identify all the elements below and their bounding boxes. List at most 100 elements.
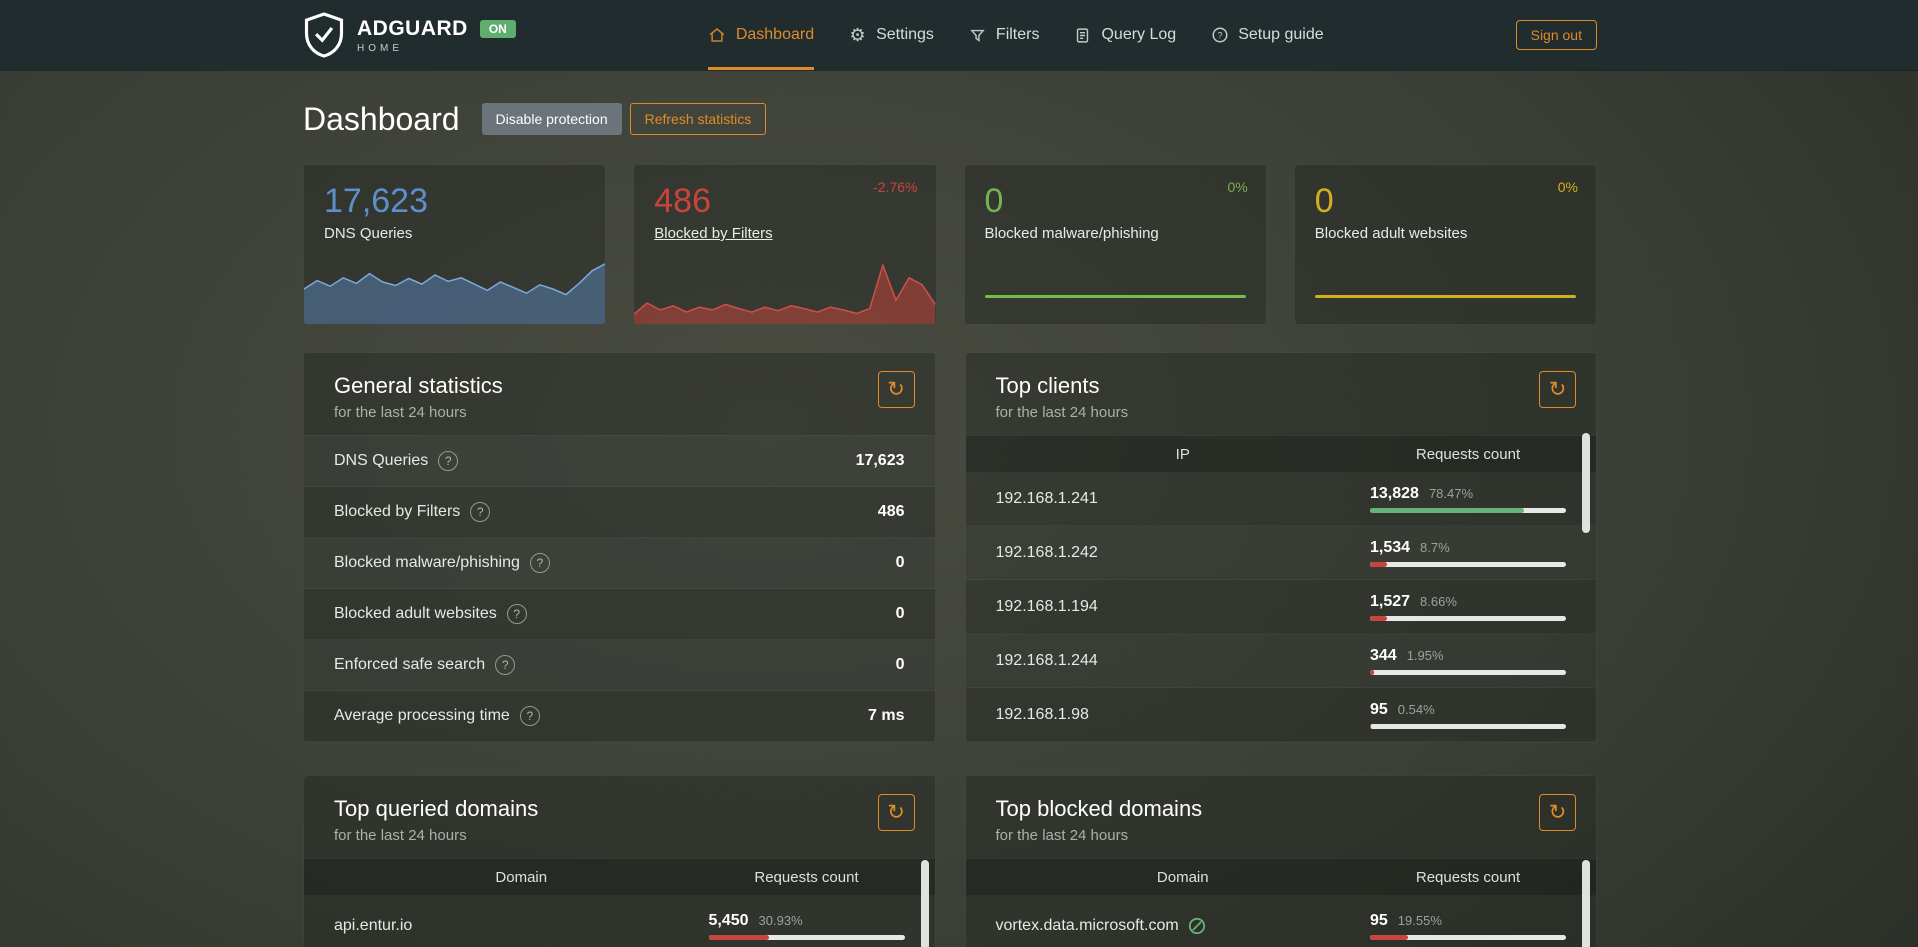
stat-row-label-text: Average processing time: [334, 707, 510, 724]
top-queried-head: Top queried domains for the last 24 hour…: [304, 776, 935, 858]
scrollbar-thumb[interactable]: [1582, 860, 1590, 947]
top-queried-table-body: api.entur.io 5,450 30.93%: [304, 895, 935, 947]
general-statistics-head: General statistics for the last 24 hours…: [304, 353, 935, 435]
stat-row-value: 7 ms: [868, 707, 905, 724]
progress-track: [1370, 669, 1566, 675]
blocked-status-icon[interactable]: [1188, 917, 1206, 935]
progress-track: [1370, 723, 1566, 729]
help-icon[interactable]: ?: [438, 451, 459, 471]
stat-row-value: 0: [895, 656, 905, 673]
progress-fill: [1370, 615, 1387, 621]
top-clients-refresh-button[interactable]: ↻: [1539, 371, 1576, 408]
progress-track: [1370, 561, 1566, 567]
client-row: 192.168.1.242 1,534 8.7%: [965, 526, 1596, 580]
request-percent: 1.95%: [1406, 647, 1444, 663]
help-icon[interactable]: ?: [506, 604, 527, 624]
top-blocked-refresh-button[interactable]: ↻: [1539, 794, 1576, 831]
help-icon[interactable]: ?: [495, 655, 516, 675]
stat-row-label-text: Blocked by Filters: [334, 503, 461, 520]
dns-queries-card: 17,623 DNS Queries: [303, 164, 607, 325]
nav-filters[interactable]: Filters: [968, 0, 1039, 70]
request-count: 5,450: [708, 912, 749, 929]
blocked-adult-value: 0: [1314, 182, 1334, 220]
brand[interactable]: ADGUARD ON HOME: [303, 12, 516, 58]
stat-row: Blocked by Filters ? 486: [304, 487, 935, 538]
client-ip: 192.168.1.98: [995, 705, 1089, 723]
top-blocked-domains-card: Top blocked domains for the last 24 hour…: [964, 775, 1597, 947]
blocked-malware-line: [984, 295, 1246, 298]
filter-icon: [968, 26, 987, 45]
help-icon[interactable]: ?: [529, 553, 550, 573]
request-percent: 30.93%: [758, 913, 803, 928]
dns-queries-value: 17,623: [324, 182, 428, 220]
domain-count-cell: 95 19.55%: [1370, 912, 1566, 940]
scrollbar-thumb[interactable]: [920, 860, 929, 947]
blocked-filters-link[interactable]: Blocked by Filters: [654, 225, 773, 242]
nav-setup-guide[interactable]: ? Setup guide: [1210, 0, 1324, 70]
dns-queries-sparkline: [304, 254, 606, 324]
stat-row-value: 486: [877, 503, 905, 520]
stat-row-label-text: DNS Queries: [334, 452, 429, 469]
nav-dashboard[interactable]: Dashboard: [707, 0, 815, 70]
top-clients-subtitle: for the last 24 hours: [995, 404, 1129, 421]
progress-fill: [708, 935, 770, 940]
help-icon[interactable]: ?: [470, 502, 491, 522]
disable-protection-button[interactable]: Disable protection: [481, 103, 622, 135]
request-percent: 78.47%: [1428, 485, 1474, 501]
refresh-statistics-button[interactable]: Refresh statistics: [629, 103, 767, 135]
stat-row-label: Blocked by Filters ?: [334, 502, 491, 522]
nav-settings[interactable]: ⚙ Settings: [848, 0, 934, 70]
gear-icon: ⚙: [849, 25, 866, 45]
top-queried-subtitle: for the last 24 hours: [334, 827, 467, 844]
domain-row: vortex.data.microsoft.com 95 19.55%: [966, 895, 1597, 947]
stat-row-value: 17,623: [855, 452, 905, 469]
top-queried-domains-card: Top queried domains for the last 24 hour…: [303, 775, 936, 947]
stat-row: Blocked adult websites ? 0: [304, 589, 935, 640]
blocked-malware-card: 0 Blocked malware/phishing 0%: [963, 164, 1267, 325]
svg-text:?: ?: [1217, 30, 1222, 40]
request-count: 1,534: [1370, 538, 1411, 556]
blocked-by-filters-card: 486 Blocked by Filters -2.76%: [633, 164, 937, 325]
stat-row-label-text: Enforced safe search: [334, 656, 486, 673]
stat-row-label: Blocked adult websites ?: [334, 604, 527, 624]
refresh-icon: ↻: [887, 801, 905, 824]
nav-query-log[interactable]: Query Log: [1073, 0, 1176, 70]
scrollbar-thumb[interactable]: [1582, 433, 1590, 533]
stat-row-label: Average processing time ?: [334, 706, 540, 726]
top-blocked-table-body: vortex.data.microsoft.com 95 19.55%: [966, 895, 1597, 947]
domain-row: api.entur.io 5,450 30.93%: [304, 895, 935, 947]
stat-row: Enforced safe search ? 0: [304, 640, 935, 691]
general-statistics-table: DNS Queries ? 17,623 Blocked by Filters …: [304, 435, 935, 742]
main-nav: Dashboard ⚙ Settings Filters: [707, 0, 1324, 70]
progress-track: [708, 935, 905, 940]
column-requests-count: Requests count: [1415, 868, 1521, 886]
request-percent: 0.54%: [1397, 701, 1435, 717]
stat-row-label-text: Blocked malware/phishing: [334, 554, 520, 571]
bottom-row: Top queried domains for the last 24 hour…: [303, 775, 1597, 947]
client-row: 192.168.1.244 344 1.95%: [965, 634, 1596, 688]
count-line: 5,450 30.93%: [709, 912, 905, 930]
client-row: 192.168.1.98 95 0.54%: [965, 688, 1596, 742]
blocked-adult-card: 0 Blocked adult websites 0%: [1293, 164, 1597, 325]
help-icon[interactable]: ?: [519, 706, 540, 726]
client-count-cell: 13,828 78.47%: [1370, 485, 1566, 513]
client-count-cell: 95 0.54%: [1370, 701, 1566, 729]
dns-queries-label: DNS Queries: [324, 225, 413, 242]
client-ip: 192.168.1.244: [995, 651, 1098, 669]
client-ip: 192.168.1.194: [995, 597, 1098, 615]
client-row: 192.168.1.194 1,527 8.66%: [965, 580, 1596, 634]
progress-fill: [1370, 935, 1409, 940]
home-icon: [708, 26, 727, 45]
question-icon: ?: [1210, 26, 1229, 45]
top-queried-refresh-button[interactable]: ↻: [877, 794, 915, 831]
dashboard-page: Dashboard Disable protection Refresh sta…: [303, 100, 1597, 947]
stat-row: Average processing time ? 7 ms: [304, 691, 935, 742]
general-statistics-refresh-button[interactable]: ↻: [877, 371, 915, 408]
sign-out-button[interactable]: Sign out: [1515, 20, 1597, 50]
count-line: 1,527 8.66%: [1370, 593, 1566, 611]
top-clients-head: Top clients for the last 24 hours ↻: [966, 353, 1597, 435]
brand-text: ADGUARD ON HOME: [357, 17, 516, 54]
stat-row-label: DNS Queries ?: [334, 451, 459, 471]
request-count: 95: [1370, 700, 1388, 718]
stat-row-label: Enforced safe search ?: [334, 655, 516, 675]
